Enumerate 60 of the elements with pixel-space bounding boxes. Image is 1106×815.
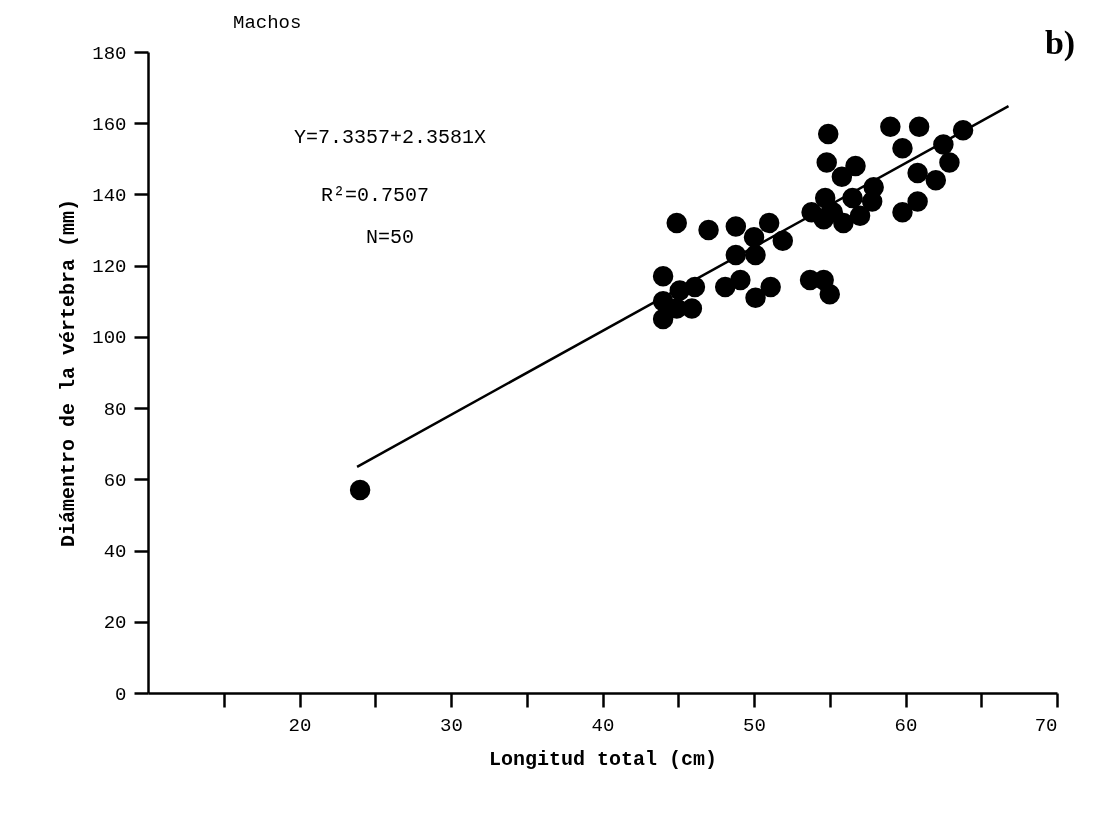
y-tick-label: 0 xyxy=(115,683,127,706)
point xyxy=(725,244,747,266)
y-tick-label: 20 xyxy=(103,612,127,635)
x-tick-label: 70 xyxy=(1034,714,1058,737)
annotation: R²=0.7507 xyxy=(320,184,430,207)
y-tick-label: 100 xyxy=(92,327,127,350)
y-tick-label: 140 xyxy=(92,184,127,207)
point xyxy=(817,123,839,145)
point xyxy=(730,269,751,291)
point xyxy=(833,212,854,234)
point xyxy=(861,191,883,212)
x-tick-label: 40 xyxy=(591,714,615,737)
point xyxy=(842,187,863,209)
annotation: Y=7.3357+2.3581X xyxy=(293,126,487,149)
point xyxy=(666,298,687,319)
x-tick-label: 20 xyxy=(288,714,312,737)
annotation: N=50 xyxy=(365,226,415,249)
x-tick-label: 60 xyxy=(894,714,918,737)
point xyxy=(816,152,837,173)
point xyxy=(813,209,834,230)
point xyxy=(669,280,691,301)
point xyxy=(743,226,765,248)
y-tick-label: 40 xyxy=(103,541,127,564)
y-tick-label: 160 xyxy=(92,113,127,136)
point xyxy=(772,230,794,251)
point xyxy=(745,287,766,308)
point xyxy=(652,308,674,330)
x-tick-label: 30 xyxy=(440,714,463,737)
point xyxy=(745,244,766,266)
point xyxy=(939,152,960,173)
point xyxy=(698,219,719,241)
point xyxy=(758,212,780,234)
point xyxy=(925,169,947,191)
point xyxy=(952,120,974,141)
point xyxy=(849,205,871,227)
point xyxy=(714,276,736,298)
point xyxy=(907,162,928,184)
annotation: b) xyxy=(1044,24,1076,62)
point xyxy=(349,479,371,501)
y-tick-label: 120 xyxy=(92,256,127,279)
point xyxy=(880,116,901,138)
point xyxy=(652,266,674,287)
chart-title: Machos xyxy=(233,12,302,34)
point xyxy=(666,212,687,234)
point xyxy=(845,155,866,177)
y-tick-label: 180 xyxy=(92,42,127,65)
point xyxy=(831,166,853,187)
point xyxy=(725,216,747,237)
point xyxy=(933,134,954,155)
point xyxy=(907,191,928,212)
point xyxy=(819,283,840,305)
x-axis-title: Longitud total (cm) xyxy=(488,747,718,771)
point xyxy=(892,202,913,223)
x-tick-label: 50 xyxy=(743,714,766,737)
y-tick-label: 80 xyxy=(103,398,127,421)
y-tick-label: 60 xyxy=(103,469,127,492)
point xyxy=(908,116,930,138)
y-axis-title: Diámentro de la vértebra (mm) xyxy=(57,198,81,548)
point xyxy=(760,276,781,298)
point xyxy=(892,137,913,159)
